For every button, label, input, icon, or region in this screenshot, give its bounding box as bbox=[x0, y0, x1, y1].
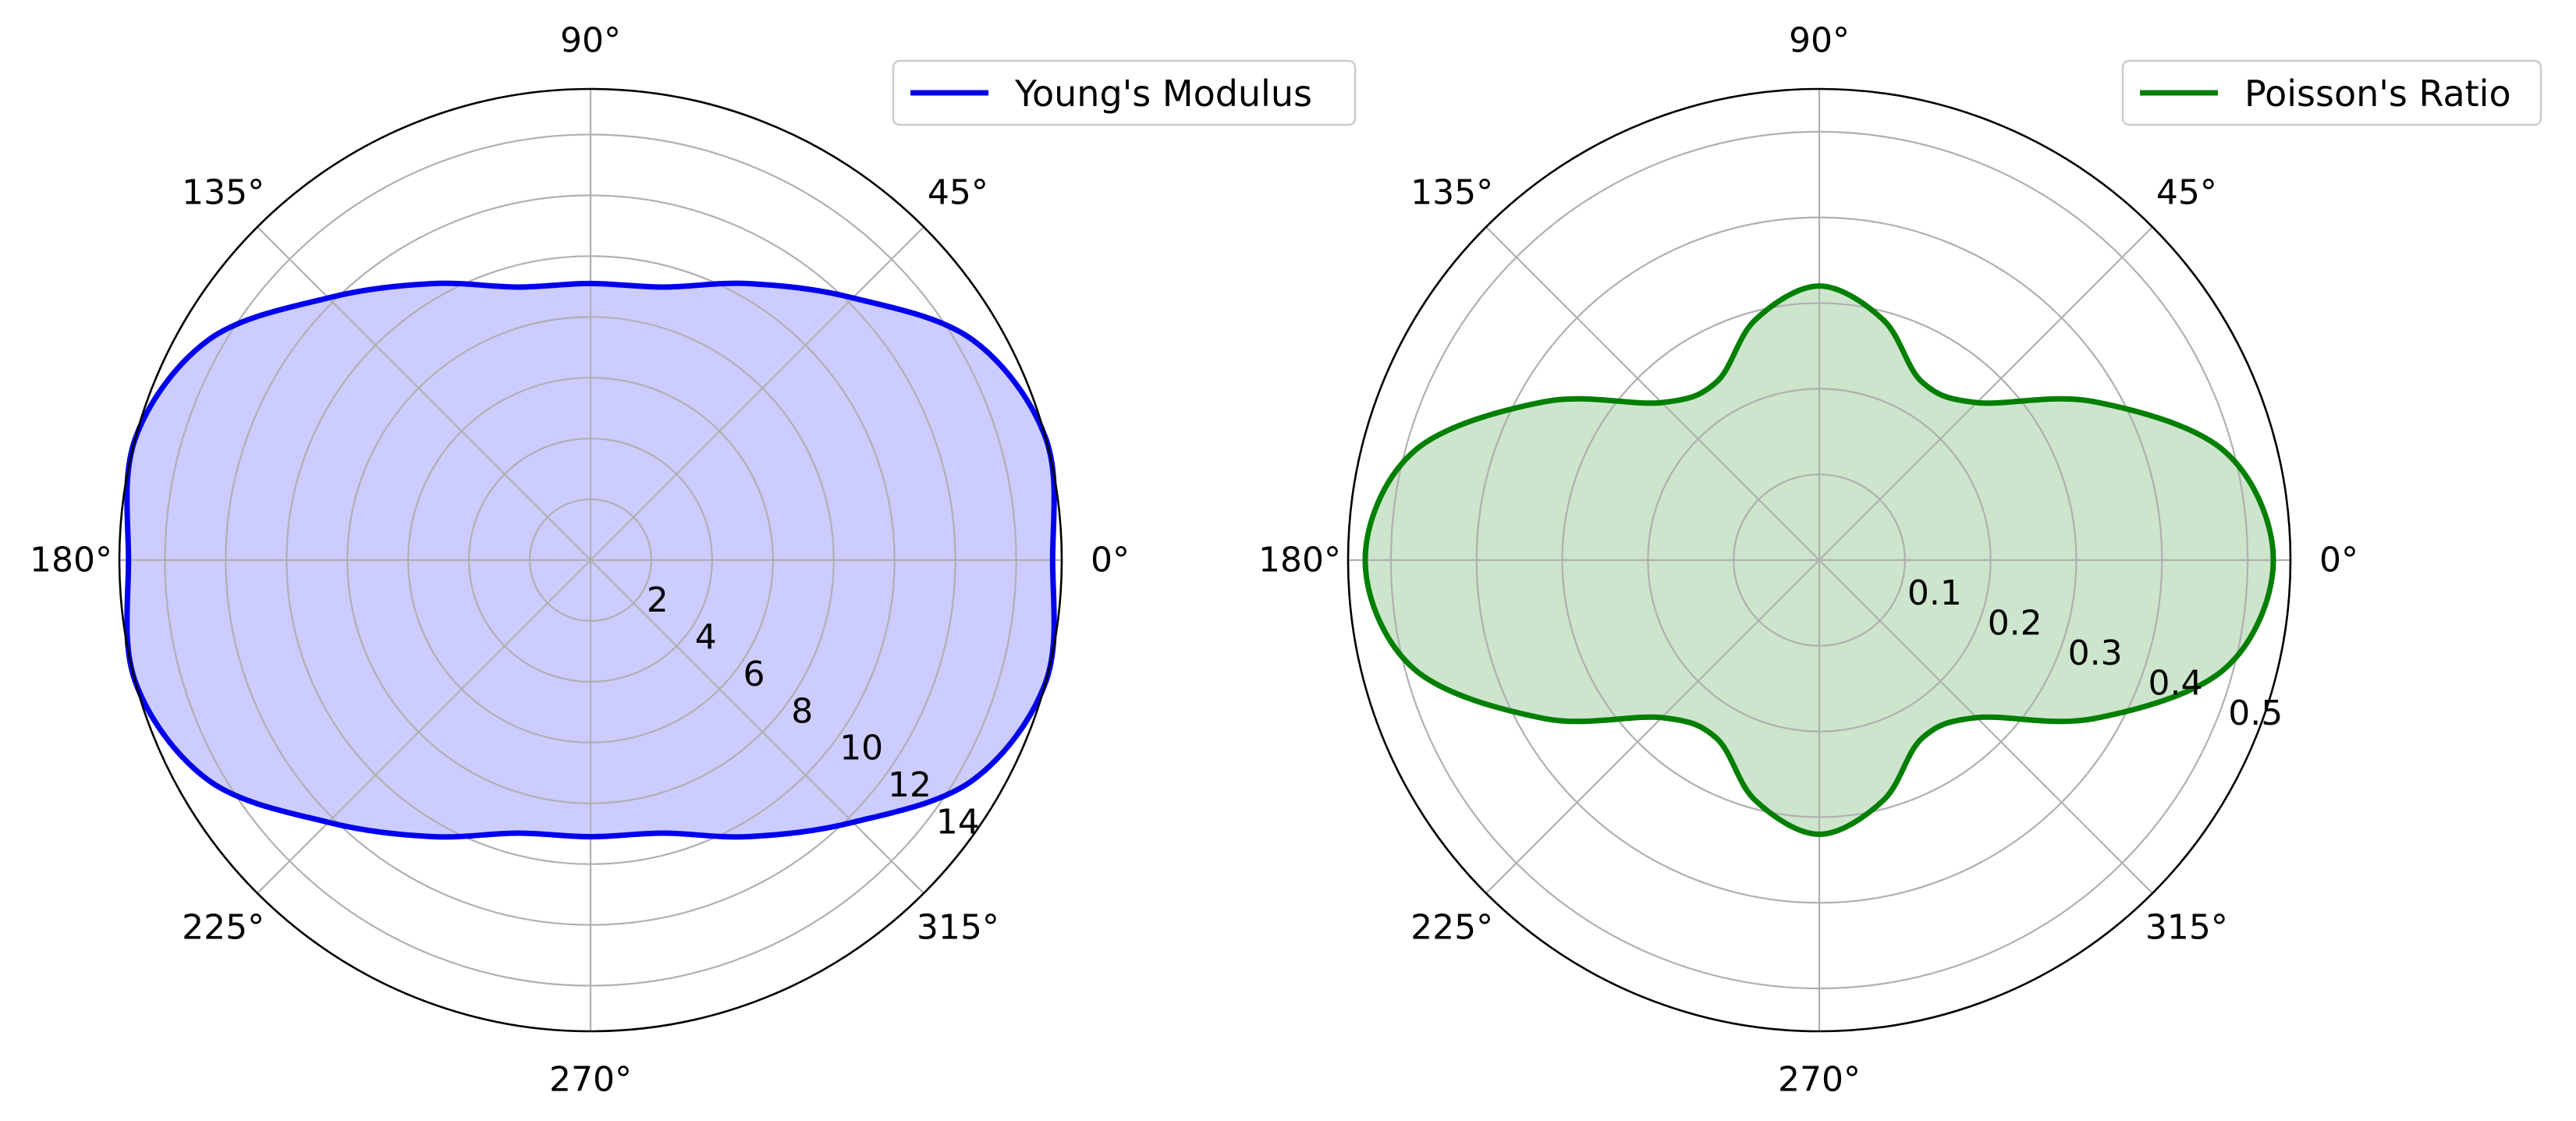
theta-tick-label: 0° bbox=[2319, 541, 2358, 580]
r-tick-label: 0.4 bbox=[2148, 663, 2203, 703]
series-line bbox=[1362, 283, 2276, 837]
theta-tick-label: 90° bbox=[1789, 21, 1850, 61]
theta-tick-label: 270° bbox=[549, 1060, 632, 1100]
theta-grid-line-5 bbox=[257, 559, 591, 894]
theta-grid-line-7 bbox=[590, 559, 924, 894]
r-tick-label: 4 bbox=[695, 617, 717, 657]
legend-box bbox=[892, 59, 1357, 126]
polar-frame bbox=[1347, 87, 2292, 1033]
r-tick-label: 0.1 bbox=[1907, 573, 1962, 613]
theta-grid-line-3 bbox=[1485, 226, 1820, 561]
r-tick-label: 0.3 bbox=[2068, 633, 2123, 673]
r-tick-label: 12 bbox=[888, 765, 931, 805]
theta-tick-label: 315° bbox=[2145, 907, 2228, 947]
theta-tick-label: 45° bbox=[2156, 173, 2217, 213]
legend: Poisson's Ratio bbox=[2121, 59, 2542, 126]
r-tick-label: 10 bbox=[839, 729, 883, 768]
theta-grid-line-1 bbox=[1818, 226, 2153, 561]
legend: Young's Modulus bbox=[892, 59, 1357, 126]
r-tick-label: 14 bbox=[936, 803, 980, 843]
legend-label: Young's Modulus bbox=[1014, 73, 1312, 115]
series-line bbox=[124, 280, 1057, 840]
legend-label: Poisson's Ratio bbox=[2244, 73, 2511, 115]
poissons-ratio-polar-chart: 0° 45° 90° 135° 180° 225° 270° 315° 0.1 0.2 0.3 0.4… bbox=[1258, 21, 2542, 1100]
theta-tick-label: 225° bbox=[182, 907, 264, 947]
theta-tick-label: 90° bbox=[560, 21, 621, 61]
r-tick-label: 8 bbox=[791, 691, 813, 731]
theta-tick-label: 315° bbox=[917, 907, 999, 947]
theta-tick-label: 180° bbox=[30, 541, 112, 580]
legend-box bbox=[2121, 59, 2542, 126]
theta-tick-label: 180° bbox=[1258, 541, 1341, 580]
theta-tick-label: 0° bbox=[1091, 541, 1130, 580]
r-tick-label: 0.5 bbox=[2228, 694, 2283, 733]
r-tick-label: 2 bbox=[647, 580, 669, 620]
theta-tick-label: 225° bbox=[1410, 907, 1493, 947]
r-tick-label: 0.2 bbox=[1988, 603, 2042, 643]
theta-grid-line-1 bbox=[590, 226, 924, 561]
polar-frame bbox=[118, 87, 1063, 1033]
theta-tick-label: 135° bbox=[182, 173, 264, 213]
theta-grid-line-3 bbox=[257, 226, 591, 561]
theta-grid-line-5 bbox=[1485, 559, 1820, 894]
r-tick-label: 6 bbox=[743, 655, 765, 694]
theta-tick-label: 135° bbox=[1410, 173, 1493, 213]
theta-tick-label: 45° bbox=[928, 173, 988, 213]
theta-grid-line-7 bbox=[1818, 559, 2153, 894]
theta-tick-label: 270° bbox=[1778, 1060, 1861, 1100]
